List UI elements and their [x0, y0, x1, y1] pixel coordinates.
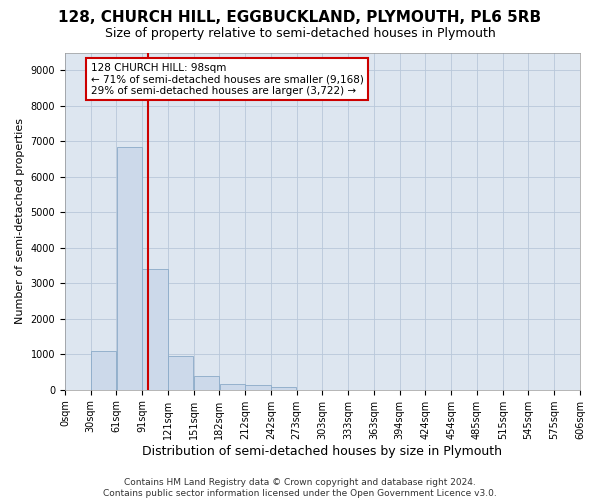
Bar	[168, 356, 193, 390]
Bar	[220, 384, 245, 390]
X-axis label: Distribution of semi-detached houses by size in Plymouth: Distribution of semi-detached houses by …	[142, 444, 502, 458]
Bar	[91, 350, 116, 390]
Bar	[116, 146, 142, 390]
Text: 128 CHURCH HILL: 98sqm
← 71% of semi-detached houses are smaller (9,168)
29% of : 128 CHURCH HILL: 98sqm ← 71% of semi-det…	[91, 62, 364, 96]
Text: Contains HM Land Registry data © Crown copyright and database right 2024.
Contai: Contains HM Land Registry data © Crown c…	[103, 478, 497, 498]
Text: Size of property relative to semi-detached houses in Plymouth: Size of property relative to semi-detach…	[104, 28, 496, 40]
Text: 128, CHURCH HILL, EGGBUCKLAND, PLYMOUTH, PL6 5RB: 128, CHURCH HILL, EGGBUCKLAND, PLYMOUTH,…	[58, 10, 542, 25]
Y-axis label: Number of semi-detached properties: Number of semi-detached properties	[15, 118, 25, 324]
Bar	[142, 269, 167, 390]
Bar	[271, 387, 296, 390]
Bar	[245, 386, 271, 390]
Bar	[194, 376, 219, 390]
